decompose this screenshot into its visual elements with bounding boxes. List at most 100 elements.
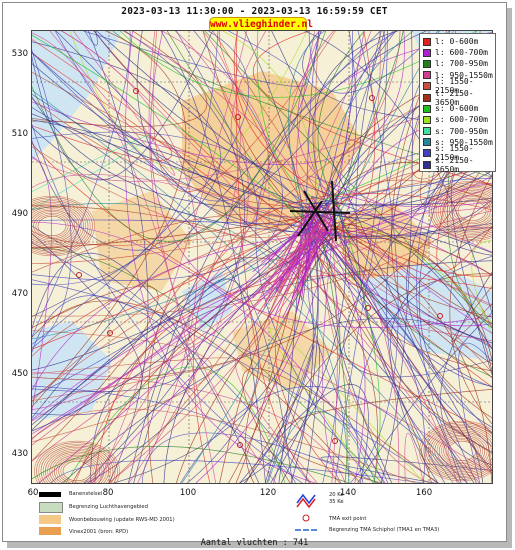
flight-track bbox=[32, 208, 78, 244]
flight-track bbox=[336, 199, 381, 483]
flight-track bbox=[327, 202, 338, 483]
flight-track bbox=[306, 228, 426, 483]
flight-track bbox=[147, 257, 492, 483]
flight-track bbox=[32, 131, 341, 483]
legend-swatch bbox=[423, 160, 431, 169]
flight-track bbox=[421, 422, 492, 480]
flight-track bbox=[438, 434, 486, 468]
flight-track bbox=[293, 219, 321, 280]
flight-track bbox=[32, 217, 323, 398]
flight-track bbox=[317, 31, 366, 205]
flight-track bbox=[334, 197, 492, 206]
flight-track bbox=[471, 240, 492, 336]
noise-contour-label: 20 Ke 35 Ke bbox=[329, 492, 344, 505]
flight-track bbox=[32, 31, 249, 345]
x-tick-label: 100 bbox=[179, 488, 197, 498]
flight-track bbox=[150, 31, 492, 328]
flight-track bbox=[440, 271, 492, 466]
flight-track bbox=[32, 236, 492, 400]
flight-track bbox=[32, 385, 296, 483]
flight-track bbox=[288, 31, 335, 198]
flight-track bbox=[32, 123, 303, 483]
flight-track bbox=[306, 203, 400, 483]
flight-track bbox=[83, 31, 246, 483]
flight-track bbox=[32, 31, 327, 242]
legend-item: l: 0-600m bbox=[423, 36, 493, 47]
flight-track bbox=[96, 31, 303, 202]
flight-track bbox=[32, 195, 95, 257]
flight-track bbox=[32, 232, 337, 340]
flight-track bbox=[212, 31, 328, 207]
flight-track bbox=[181, 220, 342, 483]
y-tick-label: 530 bbox=[11, 49, 28, 59]
flight-track bbox=[337, 231, 492, 374]
flight-track bbox=[260, 214, 325, 263]
flight-track bbox=[274, 210, 318, 295]
flight-track bbox=[233, 31, 338, 201]
flight-track bbox=[453, 197, 491, 225]
flight-track bbox=[51, 453, 103, 483]
flight-track bbox=[32, 231, 336, 391]
flight-track bbox=[280, 223, 319, 483]
flight-track bbox=[32, 252, 260, 483]
flight-track bbox=[32, 233, 311, 402]
flight-track bbox=[128, 31, 249, 483]
flight-track bbox=[32, 219, 311, 227]
runways-label: Banenstelsel bbox=[69, 491, 103, 497]
flight-track bbox=[42, 447, 112, 483]
flight-track bbox=[221, 31, 319, 225]
flight-track bbox=[124, 31, 317, 483]
flight-track bbox=[32, 233, 143, 416]
runways bbox=[289, 180, 351, 242]
legend-swatch bbox=[423, 127, 431, 136]
flight-track bbox=[94, 274, 492, 483]
flight-track bbox=[404, 433, 424, 483]
flight-track bbox=[176, 232, 331, 483]
flight-track bbox=[32, 215, 309, 435]
y-tick-label: 450 bbox=[11, 369, 28, 379]
flight-track bbox=[256, 31, 314, 198]
flight-track bbox=[306, 221, 483, 483]
housing-label: Woonbebouwing (update RWS-MD 2001) bbox=[69, 517, 175, 523]
flight-track bbox=[304, 229, 492, 387]
flight-track bbox=[32, 197, 93, 255]
flight-track bbox=[429, 180, 492, 242]
flight-track bbox=[82, 31, 307, 87]
flight-track bbox=[274, 223, 316, 316]
flight-track bbox=[445, 439, 479, 463]
x-tick-label: 80 bbox=[102, 488, 114, 498]
flight-track bbox=[32, 107, 260, 483]
flight-track bbox=[32, 202, 87, 250]
flight-track bbox=[419, 420, 492, 482]
flight-track bbox=[333, 226, 492, 374]
flight-track bbox=[32, 228, 327, 446]
flight-track bbox=[302, 225, 492, 447]
flight-track bbox=[32, 31, 259, 225]
flight-track bbox=[436, 433, 488, 469]
flight-track bbox=[457, 200, 487, 222]
flight-track bbox=[32, 41, 221, 317]
flight-track bbox=[343, 125, 492, 378]
flight-track bbox=[32, 215, 319, 249]
flight-track bbox=[128, 31, 428, 483]
flight-track bbox=[56, 456, 98, 483]
flight-track bbox=[32, 39, 172, 161]
legend-item: l: 600-700m bbox=[423, 47, 493, 58]
flight-track bbox=[275, 133, 492, 483]
flight-track bbox=[332, 202, 492, 324]
legend-swatch bbox=[423, 48, 431, 57]
legend-label: s: 950-1550m bbox=[435, 137, 493, 147]
flight-track bbox=[32, 31, 284, 281]
flight-track-map[interactable] bbox=[31, 30, 493, 484]
flight-track bbox=[443, 437, 481, 465]
flight-track bbox=[434, 431, 490, 471]
flight-track bbox=[457, 342, 492, 483]
flight-track bbox=[91, 225, 328, 483]
flight-track bbox=[141, 432, 379, 483]
tma-boundary-swatch bbox=[295, 529, 317, 531]
flight-track bbox=[380, 31, 413, 483]
flight-track bbox=[53, 454, 101, 483]
flight-track bbox=[32, 63, 336, 205]
flight-track bbox=[32, 295, 311, 483]
flight-track bbox=[32, 446, 351, 483]
